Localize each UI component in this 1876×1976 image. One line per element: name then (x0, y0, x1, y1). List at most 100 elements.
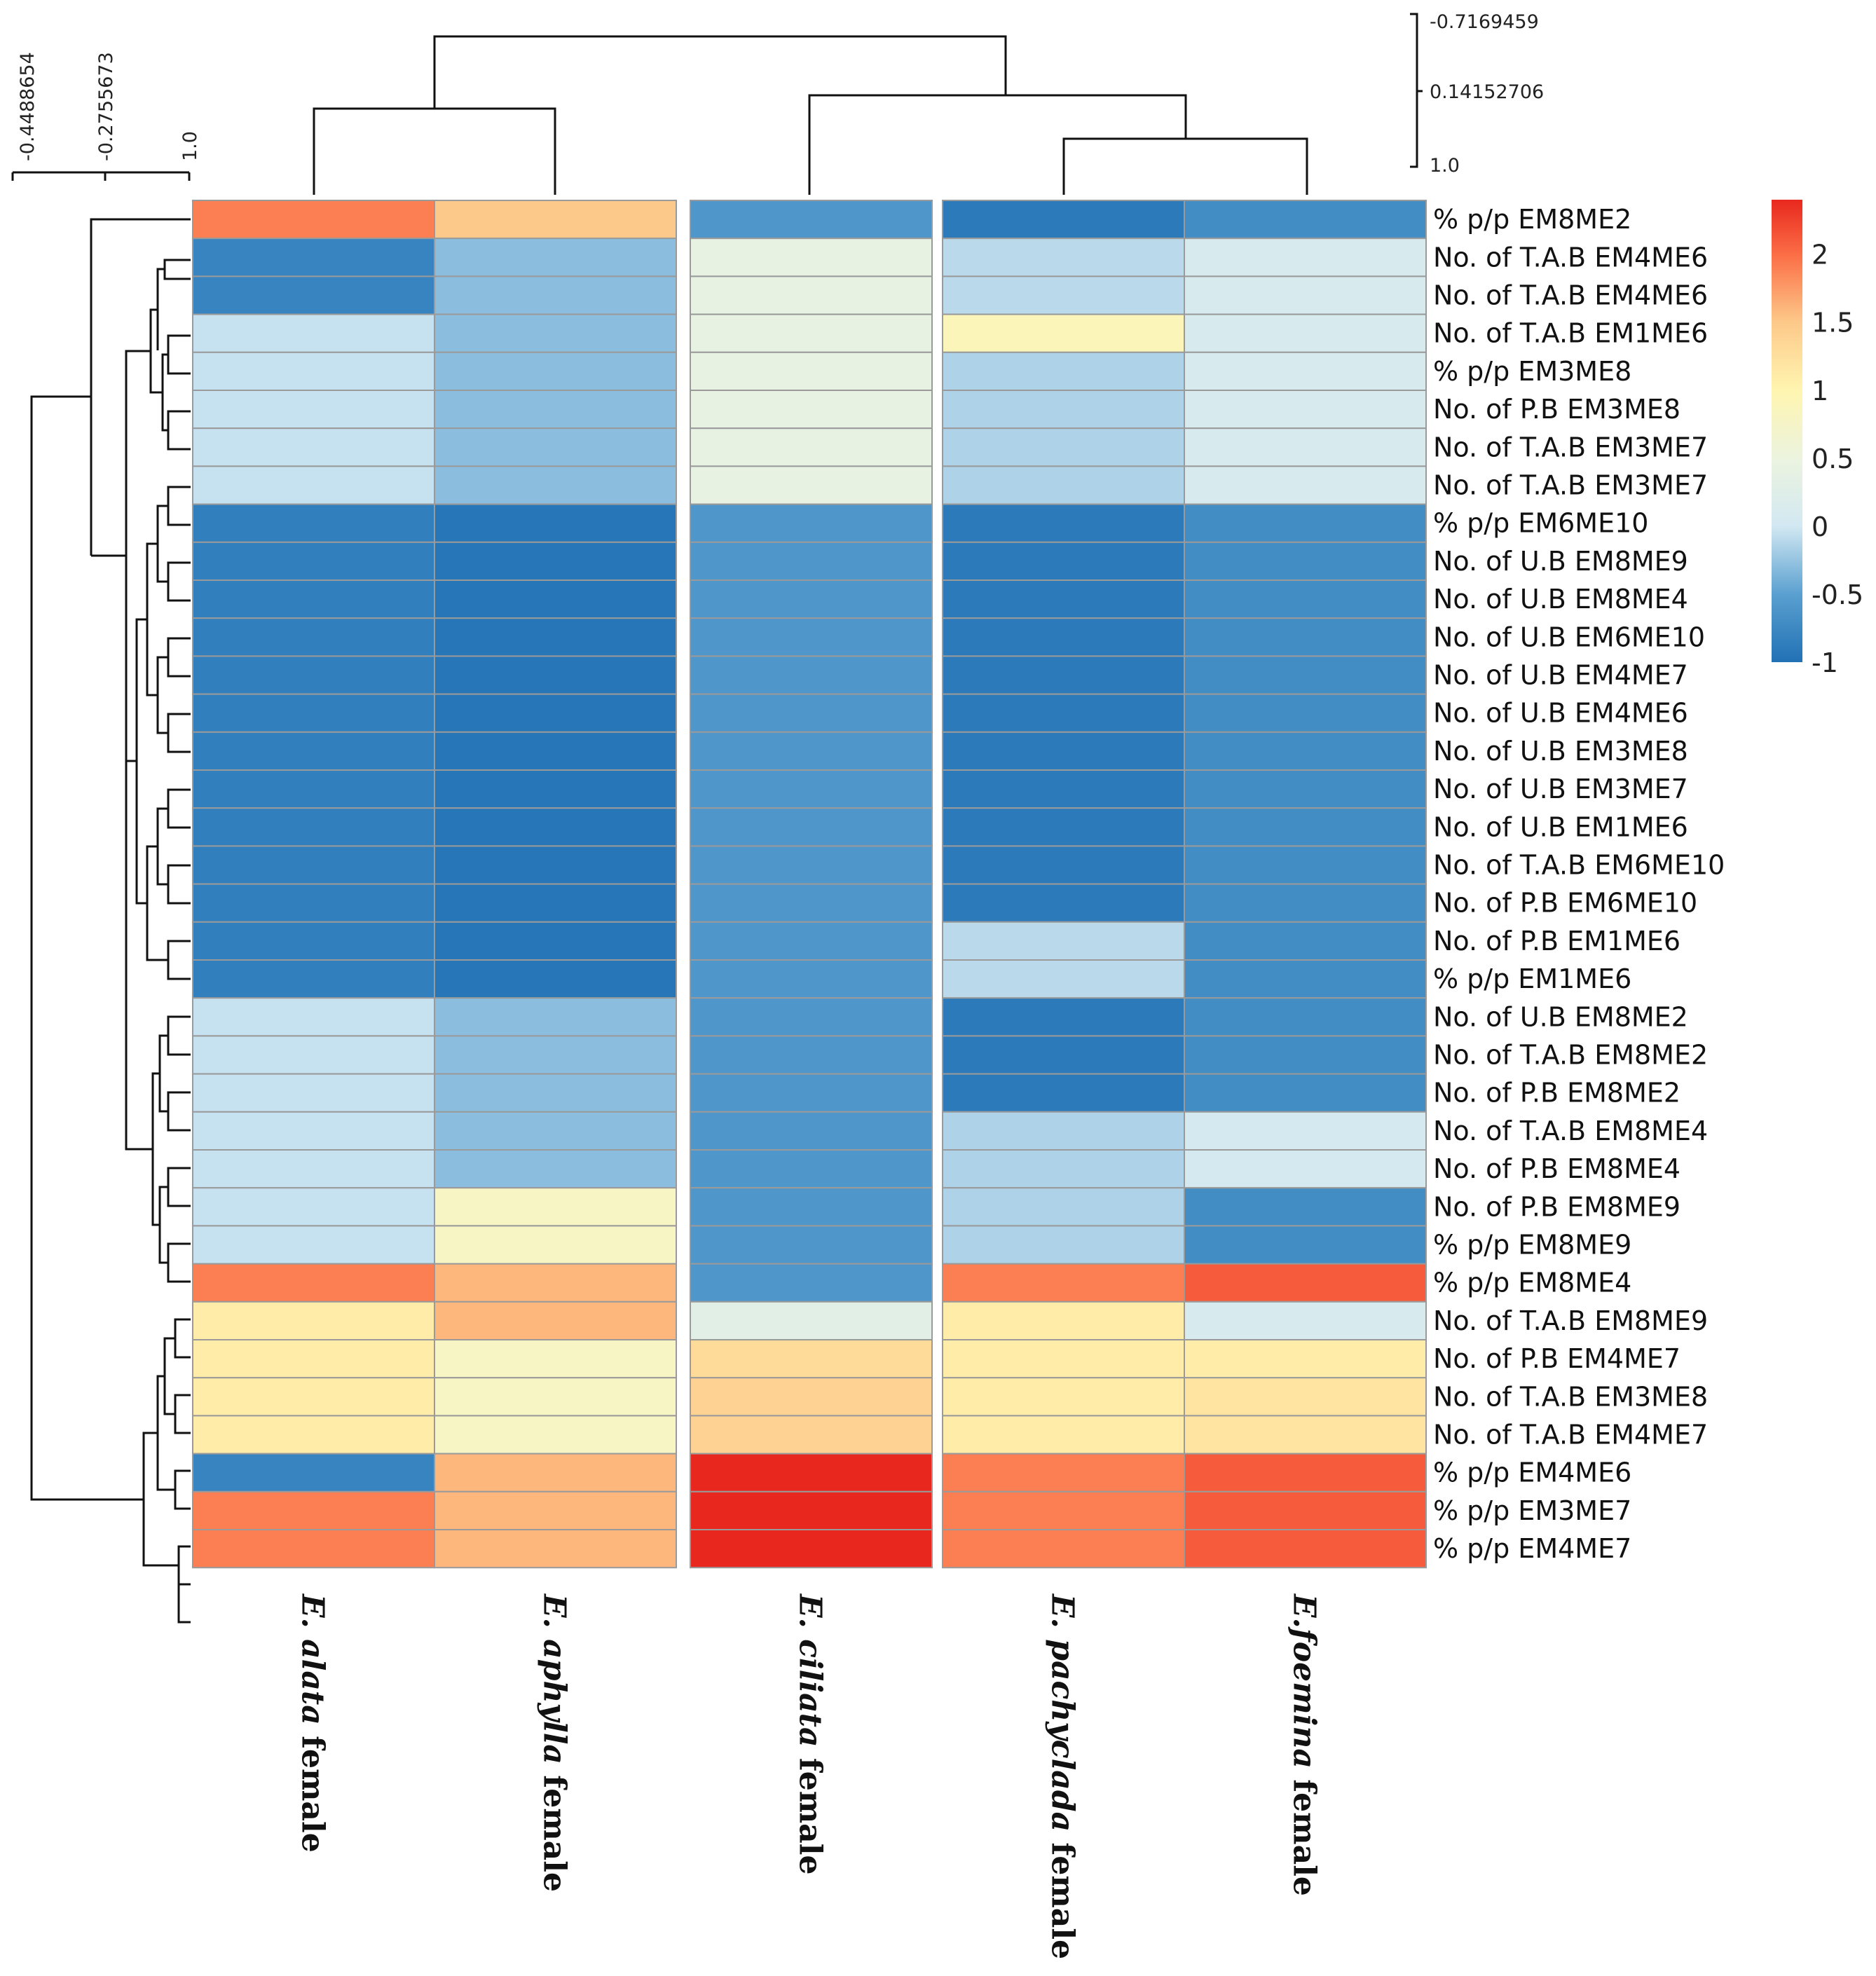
dendrogram-branch (808, 94, 1187, 195)
heatmap-cell (1184, 1490, 1427, 1531)
heatmap-cell (192, 1073, 435, 1113)
heatmap-cell (690, 351, 933, 391)
dendrogram-branch (174, 1469, 191, 1510)
heatmap-cell (942, 1377, 1185, 1417)
heatmap-cell (942, 238, 1185, 277)
heatmap-cell (434, 617, 677, 657)
dendrogram-branch (163, 1337, 175, 1415)
heatmap-cell (434, 1073, 677, 1113)
dendrogram-branch (142, 1432, 158, 1567)
row-label: No. of P.B EM6ME10 (1433, 888, 1697, 919)
heatmap-cell (192, 579, 435, 619)
heatmap-cell (1184, 845, 1427, 885)
heatmap-cell (192, 1301, 435, 1341)
column-label: E. pachyclada female (1045, 1593, 1081, 1959)
heatmap-cell (1184, 1453, 1427, 1493)
heatmap-cell (690, 1035, 933, 1075)
row-label: No. of U.B EM4ME7 (1433, 660, 1688, 691)
row-labels: % p/p EM8ME2 No. of T.A.B EM4ME6 No. of T.… (1433, 204, 1725, 1564)
heatmap-cell (434, 997, 677, 1037)
heatmap-cell (690, 313, 933, 353)
dendrogram-branch (177, 1584, 191, 1624)
heatmap-cell (690, 503, 933, 543)
heatmap-cell (1184, 769, 1427, 809)
heatmap-cell (192, 959, 435, 999)
heatmap-cell (1184, 390, 1427, 430)
heatmap-cell (1184, 1263, 1427, 1303)
heatmap-cell (690, 1187, 933, 1227)
heatmap-cell (690, 1301, 933, 1341)
heatmap-grid (192, 200, 1427, 1569)
dendrogram-branch (156, 268, 165, 350)
dendrogram-branch (167, 561, 191, 602)
dendrogram-branch (156, 505, 168, 583)
heatmap-cell (434, 921, 677, 961)
scale-label: -0.2755673 (95, 52, 117, 161)
heatmap-cell (192, 1377, 435, 1417)
scale-bar (1410, 13, 1423, 168)
heatmap-cell (690, 807, 933, 847)
row-label: No. of U.B EM1ME6 (1433, 811, 1688, 842)
heatmap-cell (942, 693, 1185, 733)
row-label: No. of P.B EM3ME8 (1433, 394, 1680, 425)
row-label: No. of P.B EM1ME6 (1433, 926, 1680, 956)
heatmap-cell (942, 769, 1185, 809)
heatmap-cell (942, 541, 1185, 581)
dendrogram-branch (30, 395, 144, 1501)
heatmap-cell (942, 1339, 1185, 1379)
row-label: No. of P.B EM8ME2 (1433, 1078, 1680, 1109)
row-label: No. of T.A.B EM4ME6 (1433, 280, 1708, 311)
heatmap-cell (434, 541, 677, 581)
heatmap-cell (192, 1263, 435, 1303)
heatmap-cell (434, 1035, 677, 1075)
heatmap-cell (1184, 541, 1427, 581)
heatmap-cell (690, 617, 933, 657)
heatmap-cell (942, 1149, 1185, 1189)
heatmap-cell (942, 883, 1185, 923)
row-label: No. of T.A.B EM3ME7 (1433, 432, 1708, 462)
heatmap-cell (690, 959, 933, 999)
heatmap-cell (942, 655, 1185, 695)
heatmap-cell (434, 238, 677, 277)
heatmap-cell (690, 200, 933, 240)
heatmap-cell (690, 579, 933, 619)
heatmap-cell (690, 883, 933, 923)
row-label: No. of U.B EM8ME4 (1433, 584, 1688, 615)
row-label: % p/p EM1ME6 (1433, 963, 1631, 994)
heatmap-cell (1184, 883, 1427, 923)
heatmap-cell (434, 351, 677, 391)
heatmap-cell (1184, 1415, 1427, 1455)
row-label: % p/p EM8ME9 (1433, 1230, 1631, 1261)
column-label: E. alata female (295, 1593, 331, 1853)
heatmap-cell (1184, 1187, 1427, 1227)
heatmap-cell (192, 693, 435, 733)
heatmap-cell (192, 1339, 435, 1379)
dendrogram-branch (174, 1318, 191, 1359)
heatmap-cell (690, 1111, 933, 1151)
heatmap-cell (1184, 427, 1427, 467)
heatmap-cell (690, 1453, 933, 1493)
heatmap-cell (1184, 959, 1427, 999)
heatmap-cell (192, 1490, 435, 1531)
heatmap-cell (434, 769, 677, 809)
colorbar-tick-label: 0 (1812, 512, 1828, 542)
heatmap-cell (942, 427, 1185, 467)
heatmap-cell (942, 1111, 1185, 1151)
heatmap-cell (192, 1149, 435, 1189)
row-label: No. of T.A.B EM4ME7 (1433, 1420, 1708, 1450)
colorbar-rect (1772, 200, 1802, 662)
heatmap-cell (434, 959, 677, 999)
heatmap-cell (942, 1225, 1185, 1265)
heatmap-cell (192, 465, 435, 505)
dendrogram-branch (167, 334, 191, 375)
dendrogram-branch (156, 1375, 175, 1491)
heatmap-cell (690, 1529, 933, 1569)
heatmap-cell (942, 351, 1185, 391)
heatmap-cell (690, 731, 933, 771)
dendrogram-branch (146, 542, 158, 697)
heatmap-cell (1184, 1301, 1427, 1341)
heatmap-cell (942, 1453, 1185, 1493)
column-label: E.foemina female (1287, 1593, 1322, 1896)
heatmap-cell (942, 921, 1185, 961)
